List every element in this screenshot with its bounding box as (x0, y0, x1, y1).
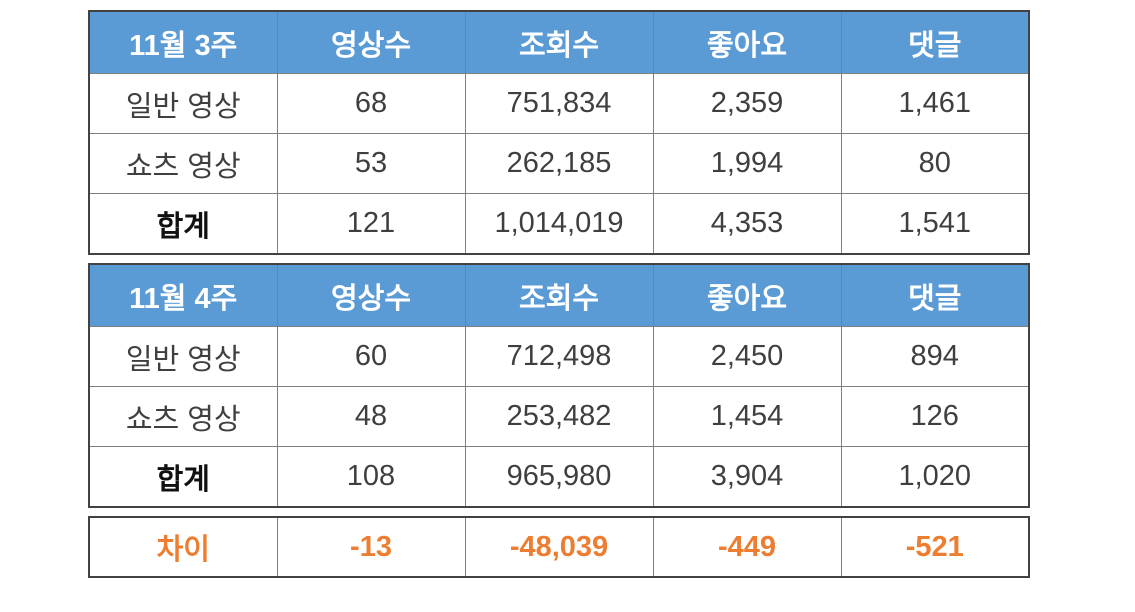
table-row-total: 합계 108 965,980 3,904 1,020 (88, 446, 1030, 508)
data-cell: 108 (276, 446, 466, 508)
stats-report-canvas: 11월 3주 영상수 조회수 좋아요 댓글 일반 영상 68 751,834 2… (88, 10, 1030, 578)
diff-value: -13 (276, 516, 466, 578)
data-cell: 53 (276, 133, 466, 194)
data-cell: 1,454 (652, 386, 842, 447)
header-cell-video-count: 영상수 (276, 10, 466, 74)
data-cell: 1,994 (652, 133, 842, 194)
data-cell: 712,498 (464, 326, 654, 387)
data-cell: 4,353 (652, 193, 842, 255)
table-week4-header-row: 11월 4주 영상수 조회수 좋아요 댓글 (88, 263, 1030, 327)
header-cell-likes: 좋아요 (652, 263, 842, 327)
header-cell-comments: 댓글 (840, 263, 1030, 327)
data-cell: 894 (840, 326, 1030, 387)
data-cell: 80 (840, 133, 1030, 194)
table-row-total: 합계 121 1,014,019 4,353 1,541 (88, 193, 1030, 255)
data-cell: 2,450 (652, 326, 842, 387)
data-cell: 121 (276, 193, 466, 255)
data-cell: 262,185 (464, 133, 654, 194)
table-row-regular-videos: 일반 영상 68 751,834 2,359 1,461 (88, 73, 1030, 134)
row-label: 일반 영상 (88, 73, 278, 134)
data-cell: 1,020 (840, 446, 1030, 508)
data-cell: 1,014,019 (464, 193, 654, 255)
data-cell: 1,541 (840, 193, 1030, 255)
data-cell: 1,461 (840, 73, 1030, 134)
data-cell: 3,904 (652, 446, 842, 508)
diff-value: -48,039 (464, 516, 654, 578)
header-cell-likes: 좋아요 (652, 10, 842, 74)
table-row-regular-videos: 일반 영상 60 712,498 2,450 894 (88, 326, 1030, 387)
row-label: 쇼츠 영상 (88, 133, 278, 194)
total-label: 합계 (88, 446, 278, 508)
data-cell: 48 (276, 386, 466, 447)
header-cell-views: 조회수 (464, 10, 654, 74)
total-label: 합계 (88, 193, 278, 255)
table-week3-header-row: 11월 3주 영상수 조회수 좋아요 댓글 (88, 10, 1030, 74)
diff-value: -449 (652, 516, 842, 578)
diff-value: -521 (840, 516, 1030, 578)
data-cell: 60 (276, 326, 466, 387)
header-cell-week: 11월 3주 (88, 10, 278, 74)
table-row-difference: 차이 -13 -48,039 -449 -521 (88, 516, 1030, 578)
data-cell: 965,980 (464, 446, 654, 508)
header-cell-week: 11월 4주 (88, 263, 278, 327)
header-cell-video-count: 영상수 (276, 263, 466, 327)
data-cell: 2,359 (652, 73, 842, 134)
header-cell-views: 조회수 (464, 263, 654, 327)
row-label: 일반 영상 (88, 326, 278, 387)
table-difference: 차이 -13 -48,039 -449 -521 (88, 516, 1030, 578)
table-week4: 11월 4주 영상수 조회수 좋아요 댓글 일반 영상 60 712,498 2… (88, 263, 1030, 508)
data-cell: 68 (276, 73, 466, 134)
header-cell-comments: 댓글 (840, 10, 1030, 74)
data-cell: 751,834 (464, 73, 654, 134)
table-row-shorts-videos: 쇼츠 영상 48 253,482 1,454 126 (88, 386, 1030, 447)
row-label: 쇼츠 영상 (88, 386, 278, 447)
table-week3: 11월 3주 영상수 조회수 좋아요 댓글 일반 영상 68 751,834 2… (88, 10, 1030, 255)
data-cell: 126 (840, 386, 1030, 447)
diff-label: 차이 (88, 516, 278, 578)
data-cell: 253,482 (464, 386, 654, 447)
table-row-shorts-videos: 쇼츠 영상 53 262,185 1,994 80 (88, 133, 1030, 194)
